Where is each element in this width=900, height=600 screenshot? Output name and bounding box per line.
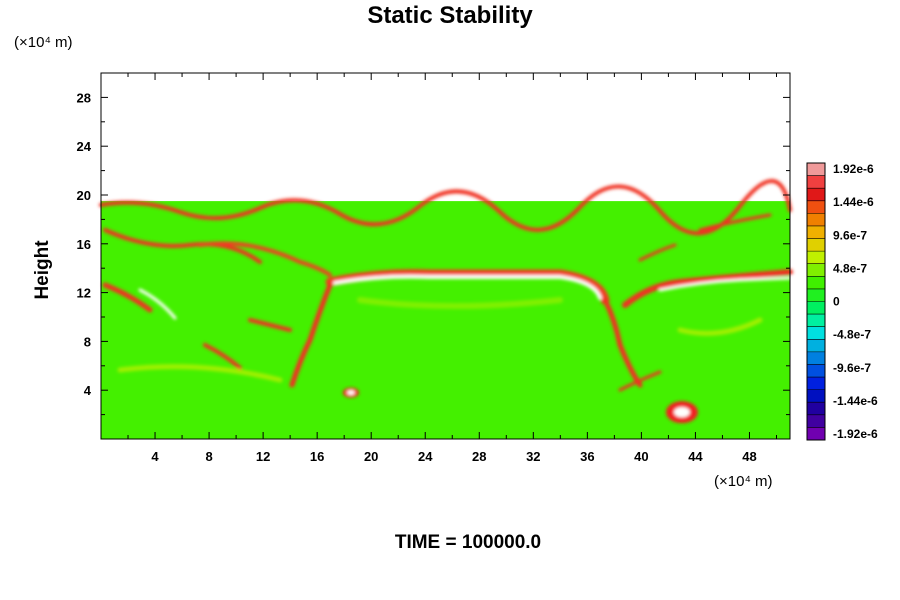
colorbar-swatch (807, 263, 825, 277)
colorbar-swatch (807, 301, 825, 315)
small-eddy-core (346, 390, 355, 396)
x-tick-label: 12 (256, 449, 270, 464)
colorbar: 1.92e-6 1.44e-6 9.6e-7 4.8e-7 0 -4.8e-7 -9.6e-… (806, 162, 878, 441)
colorbar-label: 9.6e-7 (833, 228, 867, 242)
colorbar-swatch (807, 276, 825, 290)
x-axis-unit: (×10⁴ m) (714, 473, 773, 490)
colorbar-label: 1.44e-6 (833, 195, 874, 209)
colorbar-swatch (807, 364, 825, 378)
x-tick-label: 4 (151, 449, 159, 464)
x-tick-label: 20 (364, 449, 378, 464)
colorbar-swatch (807, 288, 825, 302)
x-tick-label: 48 (742, 449, 756, 464)
colorbar-label: -1.44e-6 (833, 394, 878, 408)
colorbar-swatch (807, 389, 825, 403)
x-tick-label: 8 (205, 449, 212, 464)
x-tick-label: 32 (526, 449, 540, 464)
x-tick-label: 28 (472, 449, 486, 464)
chart-title: Static Stability (367, 2, 533, 29)
colorbar-swatch (807, 163, 825, 177)
y-tick-label: 8 (84, 334, 91, 349)
y-tick-label: 28 (77, 90, 91, 105)
time-label: TIME = 100000.0 (394, 532, 542, 553)
y-tick-label: 12 (77, 286, 91, 301)
field-background (101, 201, 790, 439)
colorbar-label: -9.6e-7 (833, 361, 871, 375)
y-tick-label: 20 (77, 188, 91, 203)
x-tick-label: 36 (580, 449, 594, 464)
x-tick-label: 16 (310, 449, 324, 464)
colorbar-swatch (807, 351, 825, 365)
colorbar-swatch (807, 326, 825, 340)
stability-field (99, 179, 793, 439)
colorbar-label: -1.92e-6 (833, 427, 878, 441)
colorbar-swatch (807, 238, 825, 252)
colorbar-swatch (807, 251, 825, 265)
y-tick-label: 24 (77, 139, 92, 154)
colorbar-swatch (807, 414, 825, 428)
x-tick-label: 24 (418, 449, 433, 464)
x-tick-label: 44 (688, 449, 703, 464)
x-tick-label: 40 (634, 449, 648, 464)
plot-frame (100, 72, 791, 440)
colorbar-swatch (807, 314, 825, 328)
colorbar-swatch (807, 200, 825, 214)
field-structures (99, 179, 793, 424)
colorbar-label: 1.92e-6 (833, 162, 874, 176)
colorbar-swatch (807, 213, 825, 227)
colorbar-label: 4.8e-7 (833, 261, 867, 275)
colorbar-label: 0 (833, 295, 840, 309)
colorbar-swatch (807, 402, 825, 416)
y-tick-label: 16 (77, 237, 91, 252)
colorbar-label: -4.8e-7 (833, 328, 871, 342)
colorbar-swatch (807, 188, 825, 202)
y-tick-label: 4 (84, 383, 92, 398)
colorbar-frame (806, 162, 826, 441)
y-axis-unit: (×10⁴ m) (14, 34, 73, 51)
colorbar-swatch (807, 339, 825, 353)
colorbar-swatch (807, 427, 825, 441)
colorbar-swatch (807, 175, 825, 189)
vortex-core (673, 407, 690, 418)
colorbar-swatch (807, 225, 825, 240)
colorbar-swatch (807, 377, 825, 391)
